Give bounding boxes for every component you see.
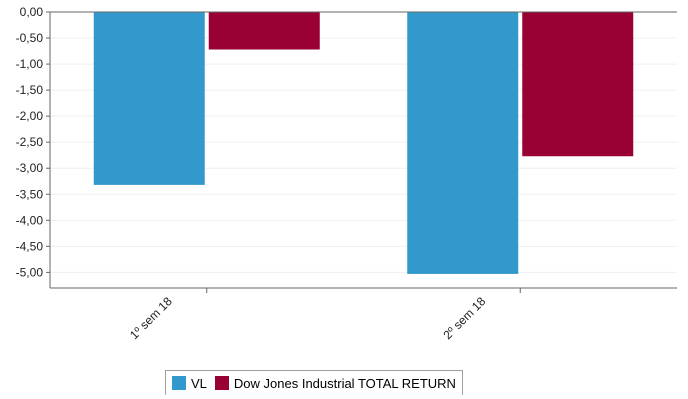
- bar-dow-jones-1[interactable]: [208, 12, 320, 50]
- legend-label-dow-jones: Dow Jones Industrial TOTAL RETURN: [233, 375, 456, 391]
- y-tick-label: -4,50: [16, 239, 44, 253]
- y-tick-label: -2,00: [16, 109, 44, 123]
- bars: [93, 12, 634, 274]
- y-tick-labels: 0,00 -0,50 -1,00 -1,50 -2,00 -2,50 -3,00 -3,50 -…: [16, 5, 44, 279]
- legend: VL Dow Jones Industrial TOTAL RETURN: [165, 370, 463, 395]
- y-tick-label: -1,00: [16, 57, 44, 71]
- y-tick-label: -4,00: [16, 213, 44, 227]
- x-tick-label: 2º sem 18: [440, 294, 488, 342]
- y-tick-label: -3,00: [16, 161, 44, 175]
- y-tick-label: -1,50: [16, 83, 44, 97]
- bar-vl-1[interactable]: [93, 12, 205, 185]
- y-tick-label: 0,00: [20, 5, 44, 19]
- x-tick-label: 1º sem 18: [127, 294, 175, 342]
- y-tick-label: -2,50: [16, 135, 44, 149]
- bar-dow-jones-2[interactable]: [522, 12, 634, 157]
- y-tick-label: -5,00: [16, 265, 44, 279]
- legend-item-vl[interactable]: VL: [172, 376, 207, 391]
- x-tick-labels: 1º sem 18 2º sem 18: [127, 294, 489, 342]
- y-tick-label: -0,50: [16, 31, 44, 45]
- legend-swatch-vl: [172, 376, 186, 390]
- y-tick-label: -3,50: [16, 187, 44, 201]
- legend-swatch-dow-jones: [214, 376, 229, 390]
- legend-label-vl: VL: [191, 375, 207, 391]
- legend-item-dow-jones[interactable]: Dow Jones Industrial TOTAL RETURN: [214, 375, 456, 391]
- bar-vl-2[interactable]: [407, 12, 519, 274]
- axes: [46, 11, 677, 293]
